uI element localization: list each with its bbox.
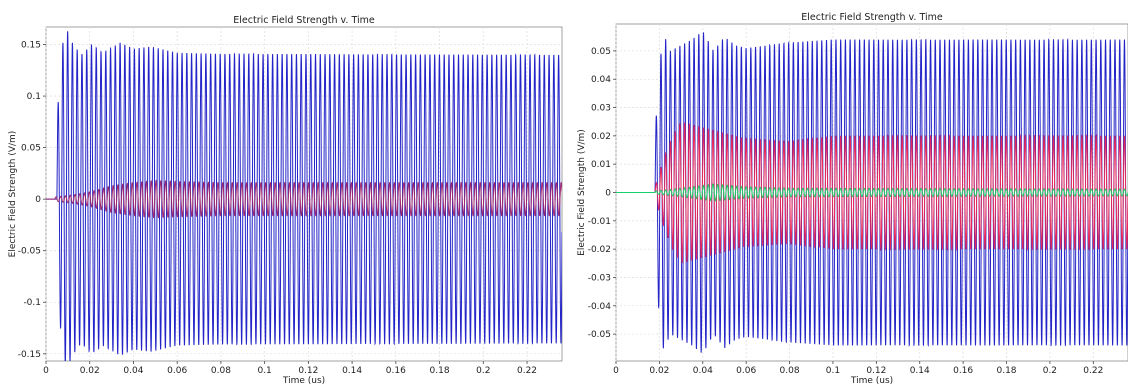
x-tick-label: 0 bbox=[613, 366, 619, 376]
y-axis-label: Electric Field Strength (V/m) bbox=[8, 131, 18, 258]
x-tick-label: 0.02 bbox=[649, 366, 669, 376]
y-tick-label: 0.01 bbox=[591, 160, 611, 170]
series-line-2 bbox=[616, 183, 1128, 202]
y-tick-label: -0.02 bbox=[588, 245, 611, 255]
y-tick-label: 0 bbox=[605, 189, 611, 199]
x-tick-label: 0.12 bbox=[298, 366, 318, 376]
chart-title: Electric Field Strength v. Time bbox=[233, 15, 375, 26]
y-tick-label: 0.02 bbox=[591, 132, 611, 142]
x-tick-label: 0.12 bbox=[866, 366, 886, 376]
y-tick-label: 0.03 bbox=[591, 104, 611, 114]
x-tick-label: 0.16 bbox=[953, 366, 973, 376]
x-tick-label: 0.04 bbox=[693, 366, 713, 376]
x-tick-label: 0 bbox=[43, 366, 49, 376]
x-tick-label: 0.22 bbox=[1083, 366, 1103, 376]
x-tick-label: 0.06 bbox=[167, 366, 187, 376]
x-tick-label: 0.22 bbox=[517, 366, 537, 376]
series-line-1 bbox=[616, 122, 1128, 264]
y-tick-label: 0.05 bbox=[21, 144, 41, 154]
x-axis-label: Time (us) bbox=[282, 376, 325, 385]
y-tick-label: 0.04 bbox=[591, 75, 611, 85]
chart-right: 0 0.02 0.04 0.06 0.08 0.1 0.12 0.14 0.16 0.18 0.2 0… bbox=[577, 12, 1128, 385]
x-tick-label: 0.2 bbox=[476, 366, 490, 376]
x-axis-label: Time (us) bbox=[850, 376, 893, 385]
x-tick-label: 0.2 bbox=[1043, 366, 1057, 376]
y-tick-label: -0.04 bbox=[588, 302, 612, 312]
y-tick-label: 0.15 bbox=[21, 41, 41, 51]
x-tick-label: 0.18 bbox=[430, 366, 450, 376]
x-tick-label: 0.18 bbox=[996, 366, 1016, 376]
x-tick-label: 0.04 bbox=[123, 366, 143, 376]
x-tick-label: 0.02 bbox=[80, 366, 100, 376]
y-axis-label: Electric Field Strength (V/m) bbox=[577, 129, 587, 256]
y-tick-label: -0.05 bbox=[18, 247, 41, 257]
series-line-0 bbox=[46, 31, 562, 361]
x-tick-label: 0.06 bbox=[736, 366, 756, 376]
x-tick-label: 0.1 bbox=[826, 366, 840, 376]
y-tick-label: -0.05 bbox=[588, 330, 611, 340]
y-tick-label: -0.1 bbox=[23, 298, 41, 308]
series-line-1 bbox=[46, 179, 562, 219]
x-tick-label: 0.14 bbox=[342, 366, 362, 376]
x-tick-label: 0.16 bbox=[386, 366, 406, 376]
y-tick-label: 0.1 bbox=[27, 92, 41, 102]
y-tick-label: -0.01 bbox=[588, 217, 611, 227]
chart-left: 0 0.02 0.04 0.06 0.08 0.1 0.12 0.14 0.16 0.18 0.2 0… bbox=[8, 15, 563, 385]
x-tick-label: 0.08 bbox=[211, 366, 231, 376]
chart-title: Electric Field Strength v. Time bbox=[801, 12, 943, 23]
y-tick-label: -0.03 bbox=[588, 273, 611, 283]
y-tick-label: 0 bbox=[35, 195, 41, 205]
x-tick-label: 0.1 bbox=[257, 366, 271, 376]
x-tick-label: 0.14 bbox=[910, 366, 930, 376]
y-tick-label: -0.15 bbox=[18, 350, 41, 360]
x-tick-label: 0.08 bbox=[780, 366, 800, 376]
y-tick-label: 0.05 bbox=[591, 47, 611, 57]
